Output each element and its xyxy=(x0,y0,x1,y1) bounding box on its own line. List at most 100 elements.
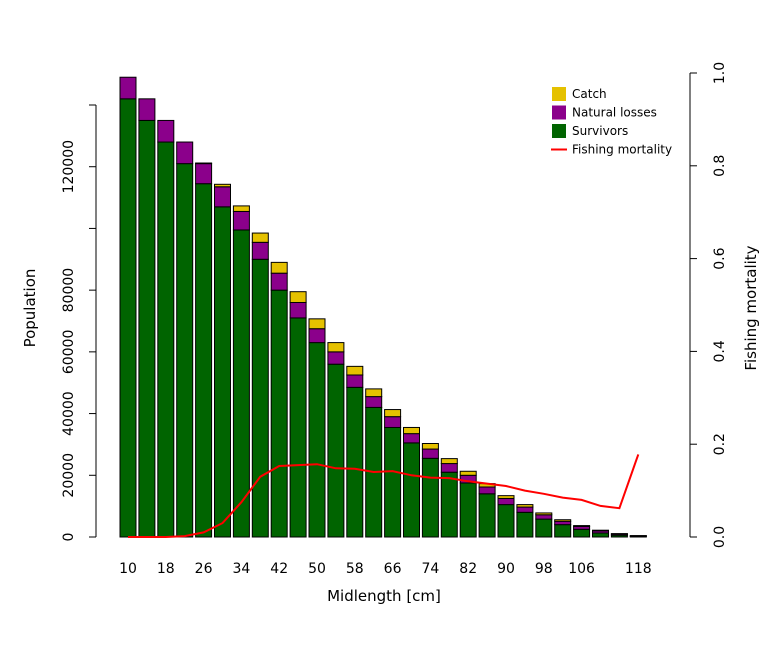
bar-survivors-94 xyxy=(516,511,534,538)
bar-survivors-30 xyxy=(214,206,231,538)
bar-catch-50 xyxy=(308,318,326,330)
x-tick-label-66: 66 xyxy=(384,561,402,577)
bar-natural-losses-66 xyxy=(384,416,402,428)
bar-catch-114 xyxy=(610,533,628,535)
left-tick-label-0: 0 xyxy=(61,533,77,542)
left-tick-label-40000: 40000 xyxy=(61,391,77,436)
x-tick-label-98: 98 xyxy=(535,561,553,577)
bar-natural-losses-42 xyxy=(270,272,288,291)
bar-catch-30 xyxy=(214,183,231,188)
x-tick-label-58: 58 xyxy=(346,561,364,577)
legend-swatch-catch xyxy=(552,87,566,101)
bar-catch-102 xyxy=(554,519,572,522)
bottom-axis: 10 18 26 34 42 50 58 66 74 82 90 98 106 118 xyxy=(119,561,652,577)
bar-catch-42 xyxy=(270,261,288,274)
legend-label-survivors: Survivors xyxy=(572,124,628,138)
bar-survivors-54 xyxy=(327,363,345,538)
bar-natural-losses-58 xyxy=(346,374,364,388)
bar-survivors-82 xyxy=(459,482,477,538)
bar-natural-losses-26 xyxy=(195,163,213,185)
legend-label-catch: Catch xyxy=(572,87,607,101)
bar-catch-26 xyxy=(195,162,213,165)
bar-catch-66 xyxy=(384,409,402,418)
x-axis-title: Midlength [cm] xyxy=(327,587,441,605)
bar-natural-losses-102 xyxy=(554,520,572,526)
bar-natural-losses-10 xyxy=(119,76,137,100)
bar-natural-losses-94 xyxy=(516,506,534,513)
bar-catch-118 xyxy=(629,535,647,537)
left-tick-label-80000: 80000 xyxy=(61,268,77,313)
left-tick-label-20000: 20000 xyxy=(61,453,77,498)
x-tick-label-74: 74 xyxy=(421,561,439,577)
bar-natural-losses-70 xyxy=(403,433,420,444)
legend-label-natural-losses: Natural losses xyxy=(572,106,657,120)
bar-catch-110 xyxy=(592,529,609,532)
bar-survivors-18 xyxy=(157,141,175,538)
bar-catch-46 xyxy=(289,291,307,303)
bar-survivors-74 xyxy=(421,457,439,538)
bar-natural-losses-62 xyxy=(365,396,383,408)
y-axis-title: Population xyxy=(21,269,39,348)
right-tick-label-1: 0.2 xyxy=(712,433,728,455)
bar-natural-losses-74 xyxy=(421,448,439,459)
x-tick-label-42: 42 xyxy=(270,561,288,577)
left-axis: 0 20000 40000 60000 80000 120000 xyxy=(61,104,97,542)
bar-natural-losses-98 xyxy=(535,514,553,520)
bar-survivors-26 xyxy=(195,183,213,538)
bar-catch-58 xyxy=(346,365,364,376)
x-tick-label-10: 10 xyxy=(119,561,137,577)
fishing-mortality-line xyxy=(128,454,640,538)
legend-label-fishing-mortality: Fishing mortality xyxy=(572,143,672,157)
left-tick-label-120000: 120000 xyxy=(61,140,77,193)
bar-survivors-58 xyxy=(346,386,364,538)
bar-natural-losses-86 xyxy=(478,486,496,495)
bar-natural-losses-90 xyxy=(497,497,515,506)
bar-natural-losses-54 xyxy=(327,351,345,365)
bar-natural-losses-14 xyxy=(138,98,156,121)
bar-survivors-10 xyxy=(119,98,137,538)
bar-survivors-66 xyxy=(384,426,402,538)
right-tick-label-3: 0.6 xyxy=(712,247,728,269)
x-tick-label-82: 82 xyxy=(459,561,477,577)
bar-survivors-102 xyxy=(554,524,572,538)
bar-survivors-98 xyxy=(535,518,553,538)
x-tick-label-90: 90 xyxy=(497,561,515,577)
x-tick-label-34: 34 xyxy=(232,561,250,577)
bar-natural-losses-18 xyxy=(157,119,175,143)
bar-catch-82 xyxy=(459,470,477,476)
bar-catch-34 xyxy=(232,205,250,212)
bar-catch-62 xyxy=(365,388,383,398)
bar-catch-94 xyxy=(516,504,534,508)
bar-survivors-50 xyxy=(308,342,326,538)
right-tick-label-4: 0.8 xyxy=(712,155,728,177)
y2-axis-title: Fishing mortality xyxy=(742,245,760,370)
x-tick-label-18: 18 xyxy=(157,561,175,577)
right-axis: 0.0 0.2 0.4 0.6 0.8 1.0 xyxy=(689,62,728,548)
bar-catch-38 xyxy=(251,232,269,243)
left-tick-label-60000: 60000 xyxy=(61,330,77,375)
bar-survivors-42 xyxy=(270,289,288,538)
bar-catch-106 xyxy=(573,525,591,528)
legend: Catch Natural losses Survivors Fishing mort… xyxy=(551,87,672,157)
bar-natural-losses-22 xyxy=(176,141,194,165)
right-tick-label-5: 1.0 xyxy=(712,62,728,84)
bar-catch-74 xyxy=(421,443,439,450)
right-tick-label-2: 0.4 xyxy=(712,340,728,362)
bar-survivors-22 xyxy=(176,163,194,538)
legend-swatch-natural-losses xyxy=(552,105,566,120)
bar-survivors-78 xyxy=(440,471,458,538)
bar-catch-70 xyxy=(403,426,420,435)
x-tick-label-118: 118 xyxy=(625,561,652,577)
bar-catch-78 xyxy=(440,458,458,465)
bar-natural-losses-50 xyxy=(308,328,326,344)
x-tick-label-106: 106 xyxy=(568,561,595,577)
bar-catch-98 xyxy=(535,512,553,516)
bar-survivors-86 xyxy=(478,493,496,538)
x-tick-label-50: 50 xyxy=(308,561,326,577)
bar-natural-losses-78 xyxy=(440,463,458,473)
bar-natural-losses-30 xyxy=(214,186,231,208)
bar-catch-90 xyxy=(497,495,515,499)
bars-group xyxy=(119,76,647,538)
right-tick-label-0: 0.0 xyxy=(712,526,728,548)
